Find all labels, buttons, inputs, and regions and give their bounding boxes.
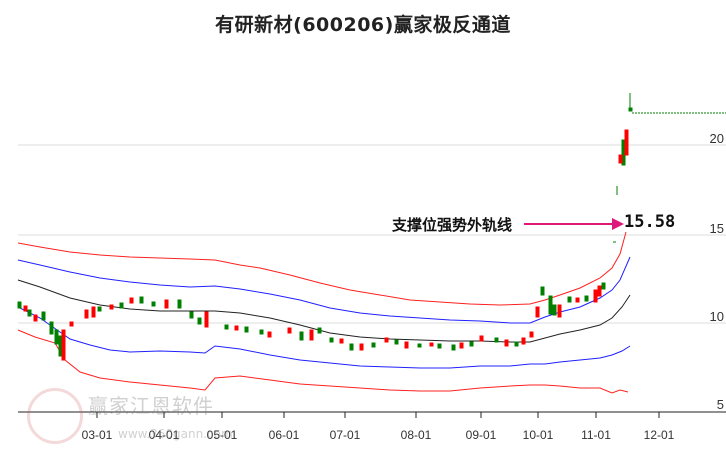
x-label: 03-01: [81, 428, 113, 442]
y-label-10: 10: [709, 309, 724, 324]
x-label: 06-01: [268, 428, 300, 442]
upper-outer-band: [17, 231, 627, 306]
y-label-15: 15: [709, 221, 724, 236]
watermark-url: www.360gann.com: [118, 427, 233, 441]
chart-title: 有研新材(600206)赢家极反通道: [215, 14, 511, 36]
x-label: 04-01: [148, 428, 180, 442]
y-label-20: 20: [709, 131, 724, 146]
lower-inner-band: [17, 306, 631, 369]
upper-inner-band: [17, 256, 631, 324]
candlesticks: [17, 93, 633, 361]
annotation-label: 支撑位强势外轨线: [392, 216, 513, 234]
watermark-seal-icon: [27, 388, 83, 444]
y-label-5: 5: [716, 397, 724, 412]
x-label: 09-01: [465, 428, 497, 442]
x-label: 08-01: [400, 428, 432, 442]
watermark-brand: 赢家江恩软件: [88, 394, 214, 418]
x-label: 11-01: [581, 428, 611, 442]
annotation-value: 15.58: [624, 212, 676, 232]
lower-outer-band: [17, 329, 629, 394]
x-label: 12-01: [643, 428, 675, 442]
middle-line: [17, 279, 631, 343]
x-label: 05-01: [206, 428, 238, 442]
x-label: 07-01: [329, 428, 361, 442]
arrow-head-icon: [612, 218, 624, 230]
x-label: 10-01: [522, 428, 554, 442]
